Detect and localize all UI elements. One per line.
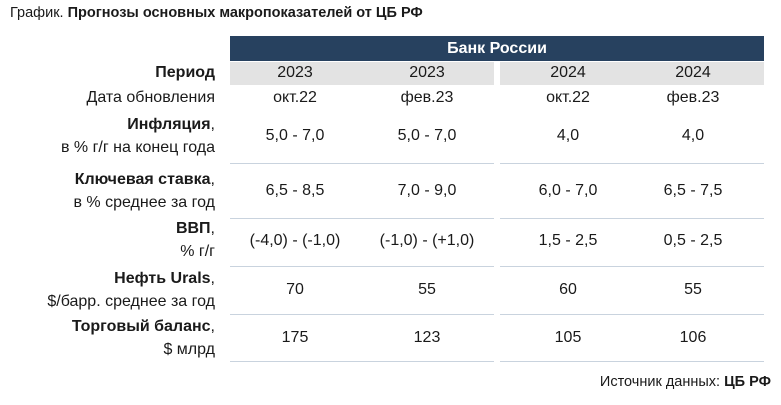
bank-header: Банк России (230, 36, 764, 61)
col-year: 2024 (675, 64, 711, 81)
col-date: фев.23 (666, 89, 720, 106)
col-date: фев.23 (400, 89, 454, 106)
period-band-2023 (230, 62, 494, 85)
source-note: Источник данных: ЦБ РФ (600, 374, 771, 390)
col-date: окт.22 (546, 89, 590, 106)
row-divider (230, 163, 494, 164)
table-cell: 123 (413, 329, 441, 346)
row-name: ВВП, (175, 220, 215, 237)
table-cell: 60 (559, 281, 577, 298)
source-name: ЦБ РФ (724, 374, 771, 390)
col-date: окт.22 (273, 89, 317, 106)
table-cell: 105 (554, 329, 582, 346)
row-sub: $ млрд (163, 341, 215, 358)
row-name: Торговый баланс, (71, 318, 215, 335)
row-divider (500, 361, 764, 362)
table-cell: 5,0 - 7,0 (265, 127, 325, 144)
row-divider (230, 266, 494, 267)
row-divider (230, 218, 494, 219)
row-sub: в % среднее за год (73, 194, 215, 211)
table-cell: 55 (418, 281, 436, 298)
table-cell: 6,5 - 7,5 (663, 182, 723, 199)
row-divider (500, 163, 764, 164)
table-cell: 70 (286, 281, 304, 298)
table-cell: (-4,0) - (-1,0) (249, 232, 341, 249)
row-sub: $/барр. среднее за год (47, 293, 215, 310)
table-cell: (-1,0) - (+1,0) (379, 232, 475, 249)
chart-title: График. Прогнозы основных макропоказател… (10, 5, 423, 21)
table-cell: 7,0 - 9,0 (397, 182, 457, 199)
source-prefix: Источник данных: (599, 374, 721, 390)
table-cell: 5,0 - 7,0 (397, 127, 457, 144)
col-year: 2024 (550, 64, 586, 81)
table-cell: 0,5 - 2,5 (663, 232, 723, 249)
row-divider (230, 361, 494, 362)
table-cell: 4,0 (681, 127, 705, 144)
col-year: 2023 (277, 64, 313, 81)
table-cell: 55 (684, 281, 702, 298)
row-divider (500, 218, 764, 219)
row-name: Инфляция, (127, 116, 215, 133)
table-cell: 6,5 - 8,5 (265, 182, 325, 199)
row-sub: в % г/г на конец года (60, 139, 215, 156)
row-sub: % г/г (180, 243, 215, 260)
row-divider (500, 266, 764, 267)
col-year: 2023 (409, 64, 445, 81)
table-cell: 106 (679, 329, 707, 346)
title-main: Прогнозы основных макропоказателей от ЦБ… (67, 5, 423, 21)
update-label: Дата обновления (86, 89, 215, 106)
title-prefix: График. (10, 5, 64, 21)
period-label: Период (155, 64, 215, 81)
table-cell: 4,0 (556, 127, 580, 144)
table-cell: 1,5 - 2,5 (538, 232, 598, 249)
row-divider (500, 314, 764, 315)
table-cell: 6,0 - 7,0 (538, 182, 598, 199)
row-divider (230, 314, 494, 315)
row-name: Нефть Urals, (114, 270, 215, 287)
table-cell: 175 (281, 329, 309, 346)
row-name: Ключевая ставка, (74, 171, 215, 188)
period-band-2024 (500, 62, 764, 85)
